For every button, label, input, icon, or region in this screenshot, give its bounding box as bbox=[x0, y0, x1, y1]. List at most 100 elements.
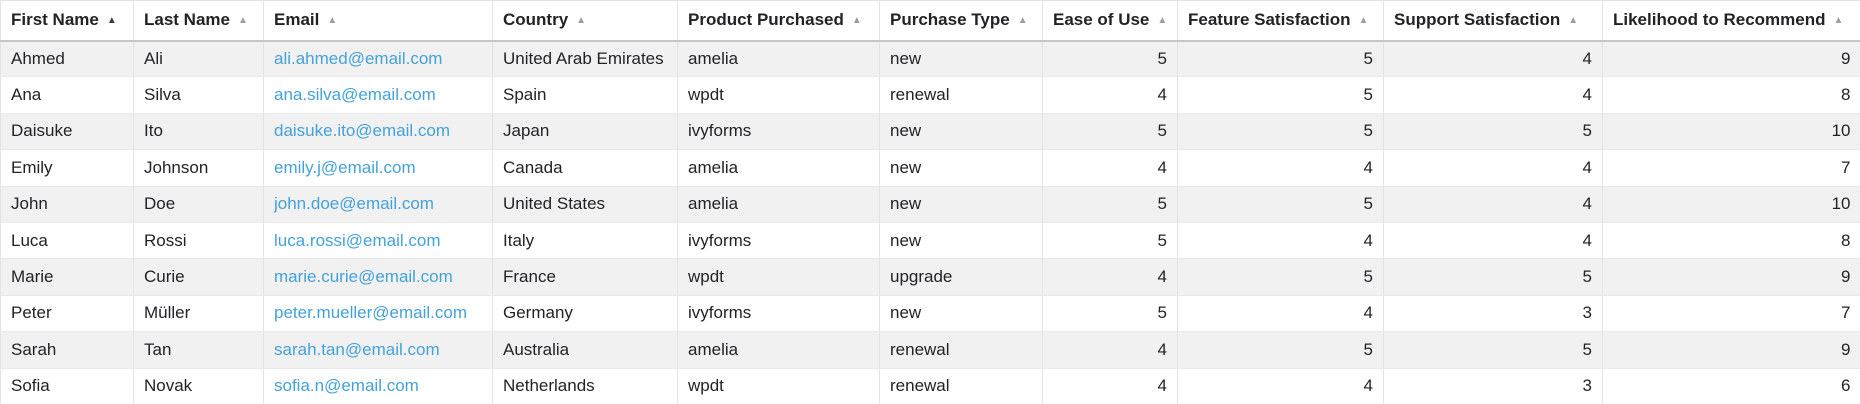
cell-likelihood-to-recommend: 6 bbox=[1602, 368, 1860, 404]
cell-email: marie.curie@email.com bbox=[263, 258, 493, 296]
column-header-likelihood-to-recommend[interactable]: Likelihood to Recommend ▲ bbox=[1602, 0, 1860, 42]
cell-ease-of-use: 5 bbox=[1042, 295, 1178, 333]
cell-feature-satisfaction: 5 bbox=[1177, 76, 1384, 114]
cell-ease-of-use: 4 bbox=[1042, 368, 1178, 404]
cell-first-name: Emily bbox=[0, 149, 134, 187]
cell-last-name: Ito bbox=[133, 113, 264, 151]
cell-country: Netherlands bbox=[492, 368, 678, 404]
cell-feature-satisfaction: 5 bbox=[1177, 40, 1384, 78]
column-header-label: Last Name bbox=[144, 10, 230, 30]
cell-country: Germany bbox=[492, 295, 678, 333]
table-row: Sarah Tan sarah.tan@email.com Australia amel… bbox=[0, 331, 1860, 369]
table-body: Ahmed Ali ali.ahmed@email.com United Arab E… bbox=[0, 40, 1860, 404]
table-row: Marie Curie marie.curie@email.com France wpd… bbox=[0, 258, 1860, 296]
cell-product-purchased: ivyforms bbox=[677, 113, 880, 151]
cell-support-satisfaction: 5 bbox=[1383, 331, 1603, 369]
email-link[interactable]: john.doe@email.com bbox=[274, 194, 434, 214]
column-header-last-name[interactable]: Last Name ▲ bbox=[133, 0, 264, 42]
cell-country: Spain bbox=[492, 76, 678, 114]
cell-feature-satisfaction: 5 bbox=[1177, 331, 1384, 369]
sort-ascending-icon: ▲ bbox=[1017, 15, 1028, 27]
cell-likelihood-to-recommend: 9 bbox=[1602, 331, 1860, 369]
cell-first-name: Sarah bbox=[0, 331, 134, 369]
cell-support-satisfaction: 5 bbox=[1383, 113, 1603, 151]
cell-last-name: Novak bbox=[133, 368, 264, 404]
cell-ease-of-use: 4 bbox=[1042, 258, 1178, 296]
cell-likelihood-to-recommend: 8 bbox=[1602, 222, 1860, 260]
cell-ease-of-use: 5 bbox=[1042, 113, 1178, 151]
cell-email: peter.mueller@email.com bbox=[263, 295, 493, 333]
column-header-purchase-type[interactable]: Purchase Type ▲ bbox=[879, 0, 1043, 42]
cell-product-purchased: wpdt bbox=[677, 258, 880, 296]
cell-email: sofia.n@email.com bbox=[263, 368, 493, 404]
column-header-label: First Name bbox=[11, 10, 99, 30]
cell-first-name: Sofia bbox=[0, 368, 134, 404]
cell-email: sarah.tan@email.com bbox=[263, 331, 493, 369]
cell-email: ana.silva@email.com bbox=[263, 76, 493, 114]
cell-feature-satisfaction: 4 bbox=[1177, 368, 1384, 404]
sort-ascending-icon: ▲ bbox=[851, 15, 862, 27]
cell-likelihood-to-recommend: 9 bbox=[1602, 258, 1860, 296]
email-link[interactable]: marie.curie@email.com bbox=[274, 267, 453, 287]
email-link[interactable]: daisuke.ito@email.com bbox=[274, 121, 450, 141]
cell-support-satisfaction: 4 bbox=[1383, 40, 1603, 78]
sort-ascending-icon: ▲ bbox=[1157, 15, 1168, 27]
cell-product-purchased: ivyforms bbox=[677, 222, 880, 260]
cell-email: luca.rossi@email.com bbox=[263, 222, 493, 260]
column-header-label: Likelihood to Recommend bbox=[1613, 10, 1826, 30]
cell-product-purchased: amelia bbox=[677, 149, 880, 187]
cell-support-satisfaction: 4 bbox=[1383, 222, 1603, 260]
table-row: Sofia Novak sofia.n@email.com Netherlands wp… bbox=[0, 368, 1860, 404]
column-header-email[interactable]: Email ▲ bbox=[263, 0, 493, 42]
column-header-label: Support Satisfaction bbox=[1394, 10, 1561, 30]
cell-product-purchased: wpdt bbox=[677, 368, 880, 404]
cell-feature-satisfaction: 5 bbox=[1177, 113, 1384, 151]
email-link[interactable]: ali.ahmed@email.com bbox=[274, 48, 443, 68]
cell-feature-satisfaction: 4 bbox=[1177, 149, 1384, 187]
sort-ascending-icon: ▲ bbox=[327, 15, 338, 27]
column-header-ease-of-use[interactable]: Ease of Use ▲ bbox=[1042, 0, 1178, 42]
column-header-label: Feature Satisfaction bbox=[1188, 10, 1351, 30]
cell-feature-satisfaction: 5 bbox=[1177, 258, 1384, 296]
cell-likelihood-to-recommend: 9 bbox=[1602, 40, 1860, 78]
cell-likelihood-to-recommend: 10 bbox=[1602, 186, 1860, 223]
email-link[interactable]: emily.j@email.com bbox=[274, 157, 416, 177]
cell-product-purchased: amelia bbox=[677, 331, 880, 369]
cell-last-name: Curie bbox=[133, 258, 264, 296]
cell-purchase-type: upgrade bbox=[879, 258, 1043, 296]
cell-last-name: Silva bbox=[133, 76, 264, 114]
cell-support-satisfaction: 3 bbox=[1383, 295, 1603, 333]
cell-support-satisfaction: 4 bbox=[1383, 76, 1603, 114]
cell-purchase-type: renewal bbox=[879, 76, 1043, 114]
cell-purchase-type: new bbox=[879, 222, 1043, 260]
column-header-support-satisfaction[interactable]: Support Satisfaction ▲ bbox=[1383, 0, 1603, 42]
cell-last-name: Tan bbox=[133, 331, 264, 369]
cell-support-satisfaction: 3 bbox=[1383, 368, 1603, 404]
cell-product-purchased: amelia bbox=[677, 186, 880, 223]
cell-likelihood-to-recommend: 7 bbox=[1602, 295, 1860, 333]
cell-support-satisfaction: 5 bbox=[1383, 258, 1603, 296]
cell-purchase-type: renewal bbox=[879, 368, 1043, 404]
cell-purchase-type: new bbox=[879, 113, 1043, 151]
cell-last-name: Doe bbox=[133, 186, 264, 223]
column-header-country[interactable]: Country ▲ bbox=[492, 0, 678, 42]
table-row: Emily Johnson emily.j@email.com Canada ameli… bbox=[0, 149, 1860, 187]
cell-country: United Arab Emirates bbox=[492, 40, 678, 78]
cell-ease-of-use: 4 bbox=[1042, 149, 1178, 187]
column-header-first-name[interactable]: First Name ▲ bbox=[0, 0, 134, 42]
cell-country: Japan bbox=[492, 113, 678, 151]
cell-email: emily.j@email.com bbox=[263, 149, 493, 187]
column-header-product-purchased[interactable]: Product Purchased ▲ bbox=[677, 0, 880, 42]
email-link[interactable]: peter.mueller@email.com bbox=[274, 303, 467, 323]
cell-likelihood-to-recommend: 8 bbox=[1602, 76, 1860, 114]
email-link[interactable]: sofia.n@email.com bbox=[274, 376, 419, 396]
email-link[interactable]: sarah.tan@email.com bbox=[274, 339, 440, 359]
table-row: Luca Rossi luca.rossi@email.com Italy ivyfor… bbox=[0, 222, 1860, 260]
email-link[interactable]: luca.rossi@email.com bbox=[274, 230, 441, 250]
table-row: Peter Müller peter.mueller@email.com German… bbox=[0, 295, 1860, 333]
header-row: First Name ▲ Last Name ▲ Email ▲ Country ▲ Produ… bbox=[0, 0, 1860, 42]
email-link[interactable]: ana.silva@email.com bbox=[274, 85, 436, 105]
cell-email: ali.ahmed@email.com bbox=[263, 40, 493, 78]
column-header-feature-satisfaction[interactable]: Feature Satisfaction ▲ bbox=[1177, 0, 1384, 42]
cell-first-name: Luca bbox=[0, 222, 134, 260]
